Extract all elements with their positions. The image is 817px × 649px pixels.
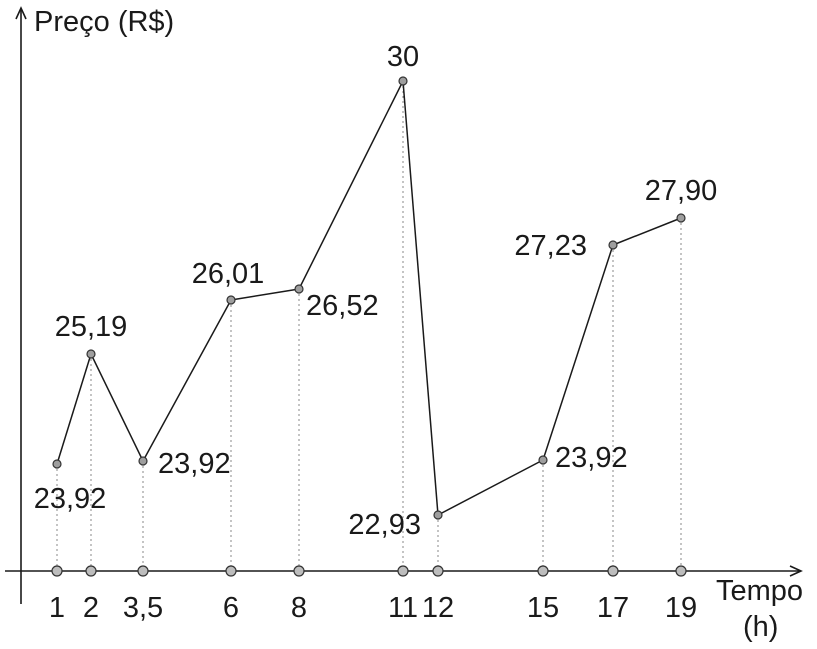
series-segment <box>56 353 92 465</box>
data-point <box>608 240 618 250</box>
x-tick-label: 17 <box>597 592 629 624</box>
guide-lines <box>56 81 682 571</box>
x-tick-label: 3,5 <box>123 592 163 624</box>
data-label: 25,19 <box>55 311 128 343</box>
x-tick-label: 15 <box>527 592 559 624</box>
series-segment <box>612 217 682 246</box>
x-axis-point <box>675 565 687 577</box>
data-label: 26,52 <box>306 290 379 322</box>
x-axis-point <box>397 565 409 577</box>
x-tick-labels: 1 2 3,5 6 8 11 12 15 17 19 <box>49 592 697 624</box>
x-tick-label: 1 <box>49 592 65 624</box>
x-tick-label: 6 <box>223 592 239 624</box>
series-segment <box>230 288 300 301</box>
series-segment <box>142 299 232 462</box>
series-segment <box>402 80 439 516</box>
x-axis-unit: (h) <box>743 611 778 643</box>
data-point <box>538 455 548 465</box>
data-label: 27,90 <box>645 175 718 207</box>
data-label: 22,93 <box>348 509 421 541</box>
x-axis-point <box>432 565 444 577</box>
x-axis-arrow-icon <box>789 565 803 577</box>
x-tick-label: 8 <box>291 592 307 624</box>
data-label: 23,92 <box>555 442 628 474</box>
x-axis-point <box>51 565 63 577</box>
data-labels: 23,92 25,19 23,92 26,01 26,52 30 22,93 23,92 27,… <box>34 41 718 541</box>
data-point <box>433 510 443 520</box>
x-axis-point <box>137 565 149 577</box>
data-points <box>52 76 686 520</box>
x-axis-point <box>225 565 237 577</box>
x-axis-point <box>537 565 549 577</box>
data-label: 23,92 <box>34 483 107 515</box>
x-tick-label: 2 <box>83 592 99 624</box>
data-point <box>86 349 96 359</box>
x-tick-label: 11 <box>388 592 418 624</box>
x-axis-points <box>51 565 687 577</box>
data-point <box>294 284 304 294</box>
data-point <box>676 213 686 223</box>
data-label: 23,92 <box>158 448 231 480</box>
x-tick-label: 19 <box>665 592 697 624</box>
data-label: 27,23 <box>514 230 587 262</box>
series-segment <box>437 459 544 516</box>
x-axis-point <box>293 565 305 577</box>
series-segment <box>298 80 404 290</box>
x-axis-point <box>607 565 619 577</box>
y-axis-arrow-icon <box>15 6 27 20</box>
data-point <box>398 76 408 86</box>
data-point <box>138 456 148 466</box>
price-series <box>56 80 682 516</box>
data-point <box>52 459 62 469</box>
series-segment <box>90 353 144 462</box>
x-axis-point <box>85 565 97 577</box>
series-segment <box>542 244 614 461</box>
x-tick-label: 12 <box>422 592 454 624</box>
y-axis-title: Preço (R$) <box>34 6 174 38</box>
x-axis-title: Tempo <box>716 575 803 607</box>
data-label: 30 <box>387 41 419 73</box>
data-label: 26,01 <box>192 258 265 290</box>
axes: Preço (R$) Tempo (h) <box>5 6 803 643</box>
data-point <box>226 295 236 305</box>
